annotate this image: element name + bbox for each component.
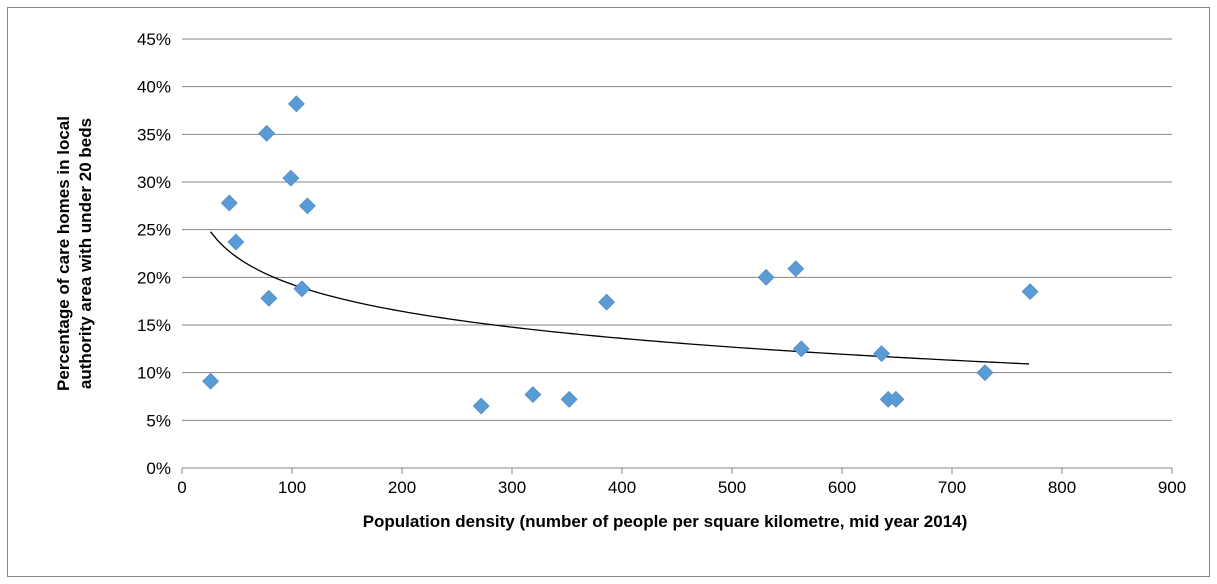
data-point	[1021, 283, 1039, 301]
y-axis-tick-labels: 0% 5% 10% 15% 20% 25% 30% 35% 40% 45%	[137, 30, 171, 478]
x-tick-label: 0	[177, 478, 186, 497]
chart-area	[7, 7, 1210, 577]
y-tick-label: 30%	[137, 173, 171, 192]
trendline	[210, 231, 1030, 365]
x-tick-label: 600	[828, 478, 856, 497]
data-point	[472, 397, 490, 415]
data-points	[202, 95, 1039, 415]
x-tick-label: 900	[1158, 478, 1186, 497]
data-point	[873, 345, 891, 363]
y-axis-title-line-1: Percentage of care homes in local	[54, 116, 73, 391]
y-tick-label: 15%	[137, 316, 171, 335]
x-tick-label: 400	[608, 478, 636, 497]
y-tick-label: 10%	[137, 364, 171, 383]
data-point	[220, 194, 238, 212]
y-tick-label: 40%	[137, 78, 171, 97]
data-point	[258, 124, 276, 142]
data-point	[293, 280, 311, 298]
data-point	[282, 169, 300, 187]
y-tick-label: 45%	[137, 30, 171, 49]
x-tick-label: 300	[498, 478, 526, 497]
data-point	[524, 386, 542, 404]
y-tick-label: 20%	[137, 268, 171, 287]
y-axis-title-line-2: authority area with under 20 beds	[76, 118, 95, 389]
x-tick-label: 700	[938, 478, 966, 497]
data-point	[787, 260, 805, 278]
x-axis-tick-labels: 0 100 200 300 400 500 600 700 800 900	[177, 478, 1186, 497]
data-point	[598, 293, 616, 311]
data-point	[792, 340, 810, 358]
data-point	[757, 268, 775, 286]
x-tick-label: 800	[1048, 478, 1076, 497]
y-tick-label: 35%	[137, 125, 171, 144]
data-point	[287, 95, 305, 113]
x-tick-label: 200	[388, 478, 416, 497]
y-tick-label: 5%	[146, 411, 171, 430]
data-point	[887, 390, 905, 408]
data-point	[227, 233, 245, 251]
y-tick-label: 0%	[146, 459, 171, 478]
x-tick-label: 100	[278, 478, 306, 497]
x-tick-label: 500	[718, 478, 746, 497]
x-axis-title: Population density (number of people per…	[363, 512, 968, 531]
x-axis-ticks	[181, 468, 1173, 474]
y-axis-title: Percentage of care homes in local author…	[54, 116, 95, 391]
data-point	[560, 390, 578, 408]
data-point	[976, 364, 994, 382]
data-point	[202, 372, 220, 390]
gridlines	[182, 38, 1172, 421]
data-point	[298, 197, 316, 215]
data-point	[260, 289, 278, 307]
y-tick-label: 25%	[137, 221, 171, 240]
